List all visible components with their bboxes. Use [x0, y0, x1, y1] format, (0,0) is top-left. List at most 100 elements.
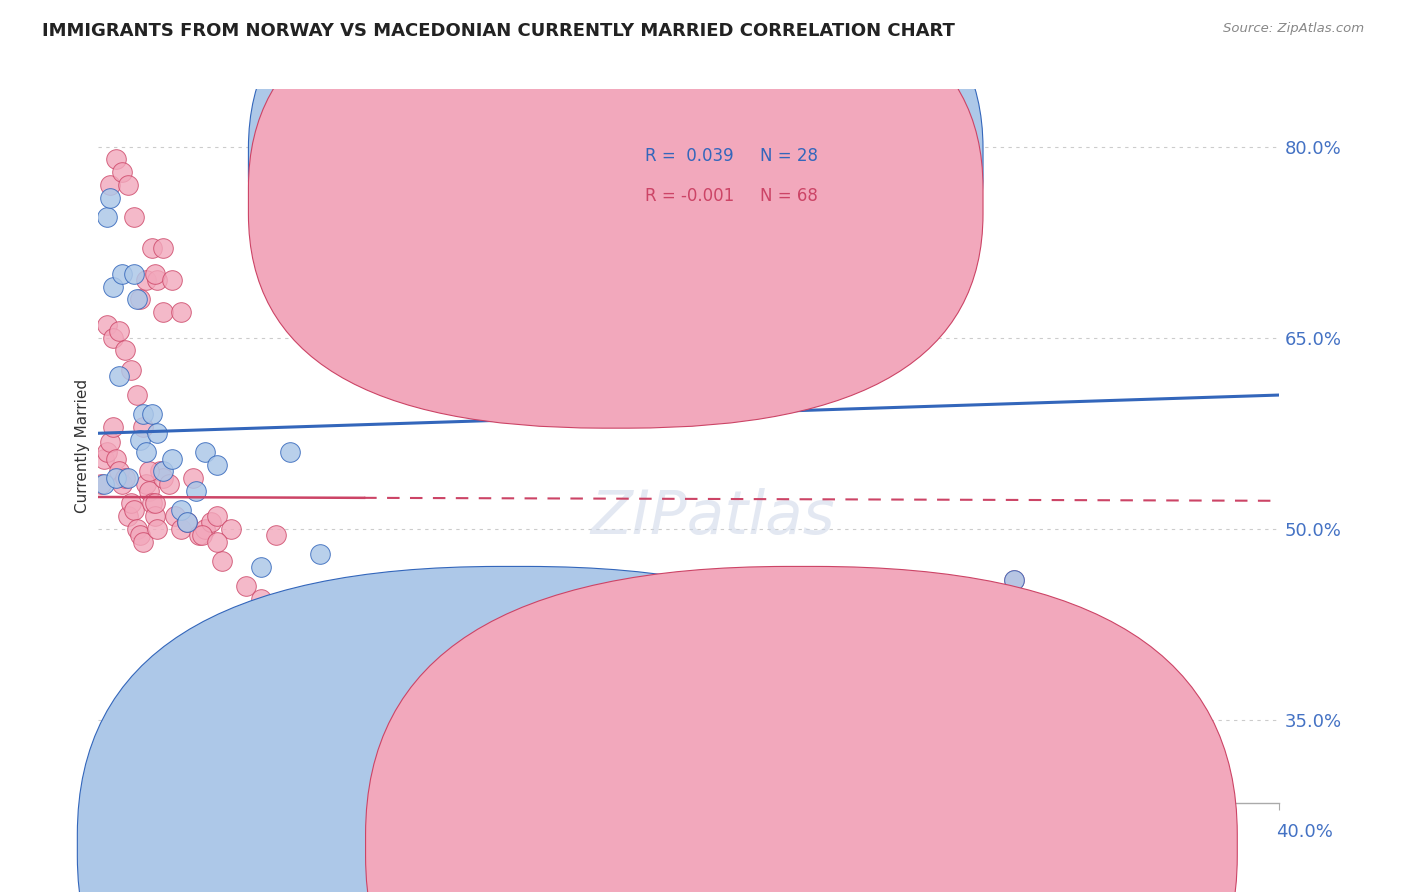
Point: [1002, 573, 1025, 587]
Point: [1032, 599, 1054, 613]
Point: [264, 528, 287, 542]
Point: [125, 293, 148, 307]
Point: [108, 739, 131, 753]
Point: [98, 190, 121, 204]
Point: [90, 477, 112, 491]
Point: [191, 528, 214, 542]
Point: [146, 522, 169, 536]
Point: [235, 579, 257, 593]
Point: [111, 165, 134, 179]
Point: [176, 516, 198, 530]
Point: [211, 554, 233, 568]
Point: [152, 242, 174, 256]
Point: [146, 273, 169, 287]
Point: [93, 451, 115, 466]
Point: [170, 522, 193, 536]
Point: [146, 426, 169, 441]
Point: [278, 599, 302, 613]
Point: [122, 210, 145, 224]
Point: [162, 273, 183, 287]
Point: [103, 279, 125, 293]
Point: [128, 528, 150, 542]
Point: [194, 445, 217, 459]
Point: [117, 751, 139, 765]
Point: [111, 267, 134, 281]
Point: [141, 496, 163, 510]
Point: [98, 435, 121, 450]
Point: [138, 465, 160, 479]
Text: IMMIGRANTS FROM NORWAY VS MACEDONIAN CURRENTLY MARRIED CORRELATION CHART: IMMIGRANTS FROM NORWAY VS MACEDONIAN CUR…: [42, 22, 955, 40]
Point: [165, 509, 187, 524]
Point: [200, 516, 222, 530]
Point: [152, 465, 174, 479]
Point: [93, 477, 115, 491]
Point: [120, 496, 142, 510]
Point: [132, 534, 155, 549]
Point: [125, 388, 148, 402]
Point: [250, 591, 273, 606]
Text: Macedonians: Macedonians: [823, 837, 932, 855]
Point: [122, 267, 145, 281]
Point: [1002, 573, 1025, 587]
Point: [111, 477, 134, 491]
Point: [278, 445, 302, 459]
Point: [120, 362, 142, 376]
Text: 40.0%: 40.0%: [1277, 822, 1333, 840]
Point: [122, 502, 145, 516]
Text: N = 68: N = 68: [759, 186, 818, 204]
Point: [114, 471, 136, 485]
Text: N = 28: N = 28: [759, 147, 818, 165]
Point: [170, 502, 193, 516]
Point: [309, 547, 332, 561]
Point: [143, 509, 166, 524]
Point: [176, 516, 198, 530]
Point: [128, 433, 150, 447]
Point: [103, 331, 125, 345]
Point: [108, 324, 131, 338]
Point: [170, 305, 193, 319]
Point: [103, 420, 125, 434]
Point: [135, 445, 157, 459]
Point: [135, 477, 157, 491]
Point: [339, 228, 360, 243]
Point: [135, 273, 157, 287]
Y-axis label: Currently Married: Currently Married: [75, 379, 90, 513]
Point: [143, 267, 166, 281]
Point: [132, 407, 155, 421]
Point: [138, 483, 160, 498]
Point: [152, 305, 174, 319]
Point: [108, 368, 131, 383]
FancyBboxPatch shape: [249, 0, 983, 389]
Text: Source: ZipAtlas.com: Source: ZipAtlas.com: [1223, 22, 1364, 36]
Point: [157, 477, 180, 491]
Point: [117, 509, 139, 524]
Point: [205, 534, 228, 549]
Point: [141, 242, 163, 256]
Point: [184, 483, 207, 498]
Point: [152, 471, 174, 485]
Text: R =  0.039: R = 0.039: [645, 147, 734, 165]
Point: [141, 407, 163, 421]
Point: [117, 471, 139, 485]
Point: [855, 273, 877, 287]
Point: [181, 471, 204, 485]
Point: [98, 178, 121, 192]
Point: [114, 343, 136, 358]
Point: [162, 451, 183, 466]
Point: [143, 496, 166, 510]
Point: [205, 509, 228, 524]
FancyBboxPatch shape: [589, 128, 842, 232]
Point: [187, 528, 209, 542]
Point: [105, 153, 128, 167]
Text: Immigrants from Norway: Immigrants from Norway: [534, 837, 742, 855]
Point: [128, 293, 150, 307]
Point: [125, 764, 148, 778]
Text: R = -0.001: R = -0.001: [645, 186, 734, 204]
Point: [205, 458, 228, 472]
Point: [96, 318, 118, 332]
Point: [194, 522, 217, 536]
Point: [108, 465, 131, 479]
Point: [219, 522, 242, 536]
Point: [125, 522, 148, 536]
Point: [105, 451, 128, 466]
